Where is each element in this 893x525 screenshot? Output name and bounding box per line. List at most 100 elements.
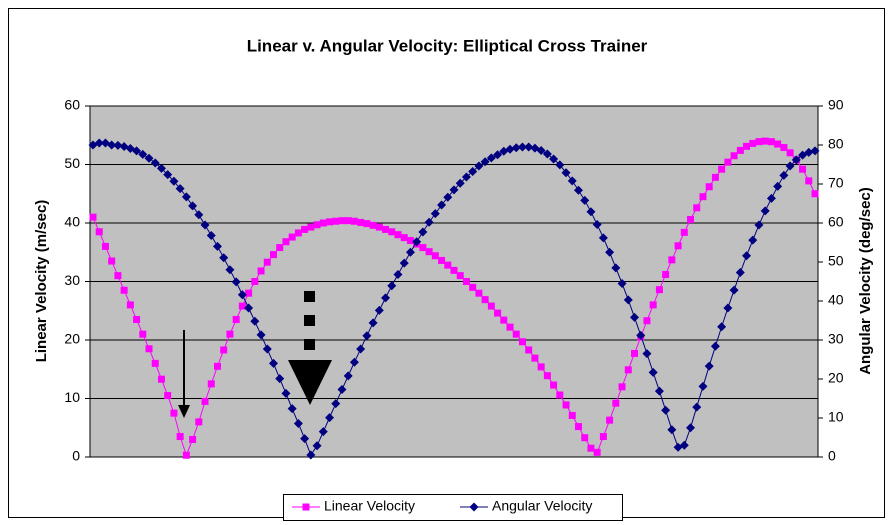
- marker: [486, 153, 496, 163]
- marker: [718, 165, 726, 173]
- marker: [145, 345, 153, 353]
- marker: [469, 502, 479, 512]
- marker: [270, 251, 277, 259]
- marker: [662, 270, 670, 278]
- marker: [108, 257, 116, 265]
- marker: [512, 330, 520, 338]
- marker: [687, 215, 695, 223]
- legend-label: Linear Velocity: [324, 498, 415, 514]
- marker: [444, 261, 452, 269]
- marker: [275, 374, 285, 384]
- marker: [693, 204, 701, 212]
- marker: [238, 302, 246, 310]
- marker: [381, 293, 391, 303]
- marker: [251, 278, 259, 285]
- dash: [304, 315, 315, 326]
- marker: [181, 192, 191, 202]
- marker: [623, 295, 633, 305]
- y2-tick-label: 10: [828, 409, 844, 425]
- y-tick-label: 30: [64, 272, 80, 288]
- marker: [269, 358, 278, 368]
- marker: [450, 266, 458, 274]
- marker: [736, 146, 744, 154]
- marker: [332, 217, 340, 225]
- marker: [424, 217, 434, 227]
- marker: [326, 218, 334, 226]
- legend-label: Angular Velocity: [492, 498, 592, 514]
- marker: [331, 399, 341, 409]
- marker: [680, 228, 688, 236]
- marker: [176, 433, 184, 441]
- y2-tick-label: 80: [828, 136, 844, 152]
- marker: [405, 247, 415, 257]
- marker: [256, 330, 266, 340]
- marker: [250, 316, 260, 326]
- marker: [449, 185, 459, 195]
- marker: [581, 434, 589, 442]
- marker: [761, 137, 769, 145]
- marker: [518, 338, 526, 346]
- marker: [170, 409, 178, 417]
- marker: [430, 209, 440, 219]
- marker: [337, 385, 347, 395]
- marker: [357, 218, 365, 226]
- marker: [493, 150, 503, 160]
- marker: [319, 219, 327, 227]
- marker: [618, 383, 626, 391]
- marker: [587, 444, 595, 452]
- marker: [598, 233, 608, 243]
- marker: [643, 317, 651, 325]
- marker: [631, 349, 638, 357]
- marker: [213, 362, 221, 370]
- big-arrow-head: [288, 360, 332, 405]
- annotations: [178, 291, 332, 418]
- marker: [811, 190, 819, 198]
- marker: [550, 381, 558, 389]
- marker: [175, 184, 185, 194]
- marker: [212, 241, 222, 251]
- marker: [189, 435, 197, 443]
- marker: [487, 302, 495, 310]
- marker: [729, 285, 739, 295]
- marker: [363, 220, 371, 228]
- marker: [568, 411, 576, 419]
- marker: [779, 170, 789, 180]
- marker: [511, 143, 521, 153]
- marker: [567, 176, 577, 186]
- marker: [164, 392, 172, 400]
- marker: [287, 404, 297, 414]
- marker: [537, 363, 545, 371]
- marker: [94, 138, 104, 148]
- marker: [349, 357, 359, 367]
- marker: [232, 316, 240, 324]
- marker: [412, 237, 422, 247]
- marker: [207, 380, 215, 388]
- marker: [748, 235, 758, 245]
- marker: [313, 221, 321, 229]
- marker: [369, 221, 377, 229]
- marker: [469, 283, 477, 291]
- marker: [276, 244, 284, 252]
- marker: [394, 231, 402, 239]
- marker: [318, 427, 328, 437]
- marker: [573, 185, 583, 195]
- marker: [245, 289, 253, 297]
- marker: [151, 359, 159, 367]
- marker: [674, 242, 682, 250]
- marker: [120, 286, 128, 294]
- marker: [312, 441, 322, 451]
- marker: [556, 391, 564, 399]
- marker: [431, 252, 439, 260]
- y-tick-label: 10: [64, 389, 80, 405]
- marker: [133, 316, 141, 324]
- y-tick-label: 0: [72, 448, 80, 464]
- marker: [766, 193, 776, 203]
- marker: [524, 142, 534, 152]
- marker: [543, 372, 551, 380]
- marker: [648, 367, 658, 377]
- marker: [475, 289, 483, 297]
- marker: [257, 267, 265, 275]
- marker: [481, 296, 489, 304]
- marker: [549, 154, 559, 164]
